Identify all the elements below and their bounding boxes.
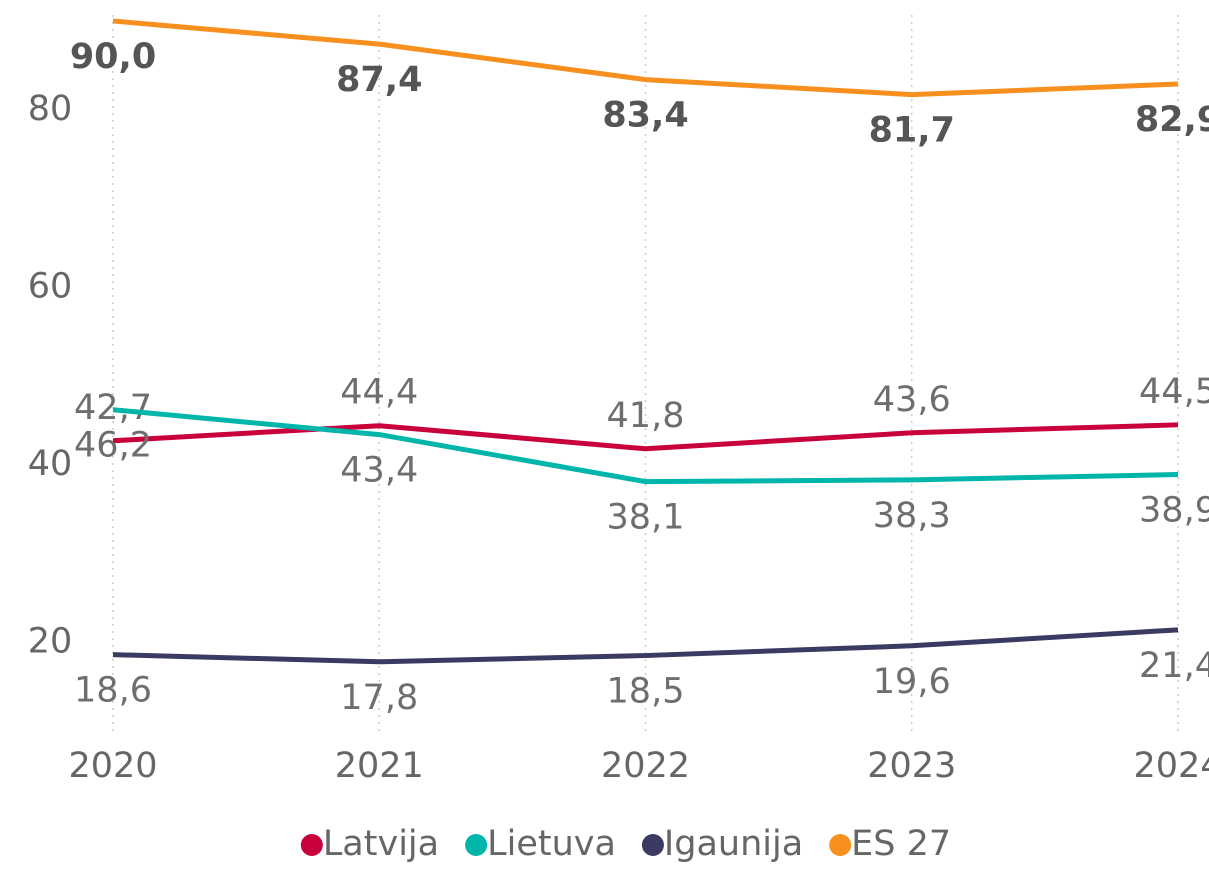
value-label: 38,9 xyxy=(1139,491,1209,531)
value-label: 18,5 xyxy=(607,672,685,712)
x-tick-label: 2020 xyxy=(68,746,157,786)
legend-label: Lietuva xyxy=(487,824,616,864)
y-tick-label: 80 xyxy=(28,89,73,129)
legend-label: Latvija xyxy=(323,824,439,864)
line xyxy=(112,18,1179,98)
value-label: 41,8 xyxy=(607,396,685,436)
line xyxy=(112,422,1179,452)
line xyxy=(112,627,1179,665)
value-label: 81,7 xyxy=(869,111,955,151)
value-label: 44,4 xyxy=(340,373,418,413)
value-label: 18,6 xyxy=(74,671,152,711)
y-tick-label: 60 xyxy=(28,266,73,306)
value-label: 21,4 xyxy=(1139,646,1209,686)
x-tick-label: 2022 xyxy=(601,746,690,786)
value-label: 44,5 xyxy=(1139,372,1209,412)
value-label: 42,7 xyxy=(74,388,152,428)
legend-label: Igaunija xyxy=(664,824,803,864)
y-tick-label: 40 xyxy=(28,444,73,484)
y-tick-label: 20 xyxy=(28,621,73,661)
line xyxy=(112,407,1179,485)
value-label: 19,6 xyxy=(873,662,951,702)
legend-marker xyxy=(641,834,664,856)
legend-marker xyxy=(829,834,852,856)
value-label: 43,6 xyxy=(873,380,951,420)
legend-marker xyxy=(300,834,323,856)
value-label: 46,2 xyxy=(74,426,152,466)
value-label: 38,1 xyxy=(607,498,685,538)
value-label: 38,3 xyxy=(873,496,951,536)
x-tick-label: 2023 xyxy=(867,746,956,786)
x-tick-label: 2021 xyxy=(335,746,424,786)
legend-label: ES 27 xyxy=(851,824,951,864)
value-label: 90,0 xyxy=(70,37,156,77)
value-label: 82,9 xyxy=(1135,100,1209,140)
legend-marker xyxy=(465,834,488,856)
value-label: 17,8 xyxy=(340,678,418,718)
value-label: 83,4 xyxy=(602,96,688,136)
value-label: 87,4 xyxy=(336,60,422,100)
value-label: 43,4 xyxy=(340,451,418,491)
